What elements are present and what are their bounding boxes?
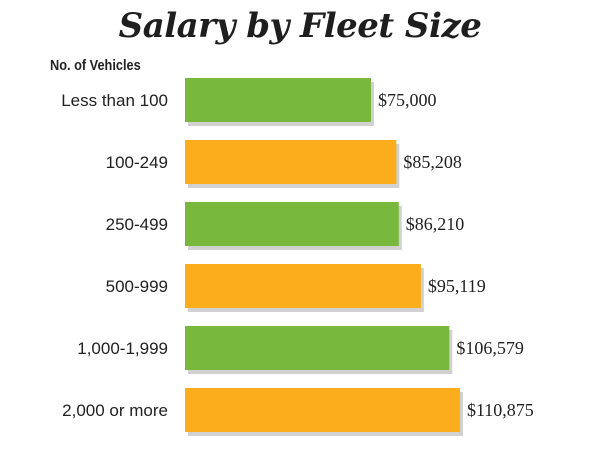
data-label: $86,210: [406, 214, 465, 234]
category-label: 250-499: [106, 215, 168, 234]
bar: [185, 326, 450, 370]
category-label: 500-999: [106, 277, 168, 296]
category-label: 100-249: [106, 153, 168, 172]
data-label: $95,119: [428, 276, 486, 296]
category-label: Less than 100: [61, 91, 168, 110]
category-label: 1,000-1,999: [77, 339, 168, 358]
bar: [185, 78, 371, 122]
y-axis-label: No. of Vehicles: [50, 57, 141, 74]
data-label: $110,875: [467, 400, 534, 420]
data-label: $85,208: [403, 152, 462, 172]
data-label: $106,579: [456, 338, 524, 358]
category-label: 2,000 or more: [62, 401, 168, 420]
chart-title: Salary by Fleet Size: [118, 6, 482, 46]
data-label: $75,000: [378, 90, 437, 110]
bar: [185, 202, 399, 246]
bar: [185, 264, 421, 308]
bar: [185, 388, 460, 432]
bar: [185, 140, 397, 184]
